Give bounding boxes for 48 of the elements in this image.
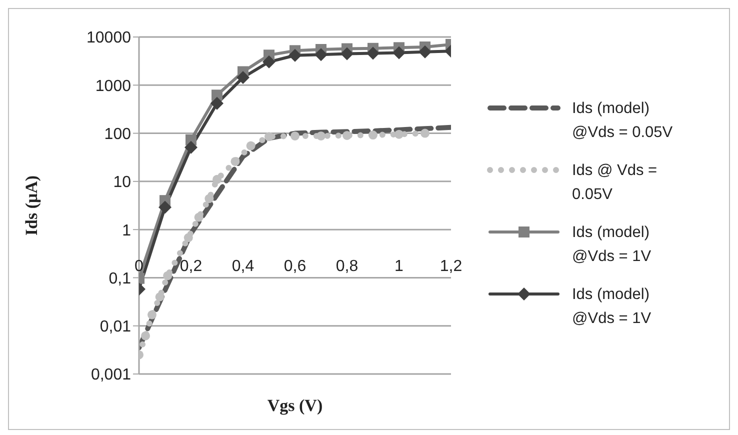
point xyxy=(290,131,300,140)
point xyxy=(392,46,406,60)
point xyxy=(184,233,193,242)
point xyxy=(394,130,404,139)
point xyxy=(368,130,378,140)
point xyxy=(158,200,172,214)
point xyxy=(204,194,214,204)
y-tick-label: 0,001 xyxy=(90,366,132,384)
point xyxy=(246,141,256,150)
legend-label: Ids (model) @Vds = 0.05V xyxy=(572,99,674,143)
point xyxy=(210,96,224,110)
point xyxy=(314,48,328,62)
point xyxy=(236,71,250,84)
y-tick-label: 100 xyxy=(104,126,132,143)
x-tick-label: 1 xyxy=(394,258,404,275)
point xyxy=(194,212,204,222)
legend-label: Ids @ Vds = 0.05V xyxy=(572,161,658,205)
point xyxy=(184,140,198,154)
point xyxy=(230,156,240,166)
y-tick-label: 1 xyxy=(122,222,132,240)
point xyxy=(155,292,164,302)
y-tick-label: 0,1 xyxy=(108,270,132,288)
point xyxy=(340,47,354,60)
point xyxy=(366,46,380,60)
x-tick-label: 0,4 xyxy=(232,258,254,275)
point xyxy=(264,132,274,142)
x-tick-label: 0,6 xyxy=(284,258,306,275)
point xyxy=(420,128,430,138)
y-tick-label: 0,01 xyxy=(100,318,132,336)
legend-label: Ids (model) @Vds = 1V xyxy=(572,223,652,267)
y-tick-label: 1000 xyxy=(95,78,132,95)
y-axis-title: Ids (μA) xyxy=(22,175,42,236)
point xyxy=(148,310,156,320)
x-tick-label: 0,2 xyxy=(180,258,202,275)
x-tick-label: 1,2 xyxy=(440,258,462,275)
point xyxy=(316,131,326,140)
point xyxy=(262,55,276,68)
x-tick-label: 0,8 xyxy=(336,258,358,275)
point xyxy=(342,130,352,140)
y-tick-label: 10 xyxy=(113,174,132,192)
point xyxy=(212,174,222,184)
point xyxy=(288,48,302,62)
point xyxy=(163,271,172,280)
point xyxy=(418,45,432,58)
y-tick-label: 10000 xyxy=(86,30,132,47)
point xyxy=(141,331,150,340)
x-axis-title: Vgs (V) xyxy=(267,396,323,415)
legend-label: Ids (model) @Vds = 1V xyxy=(572,285,652,329)
